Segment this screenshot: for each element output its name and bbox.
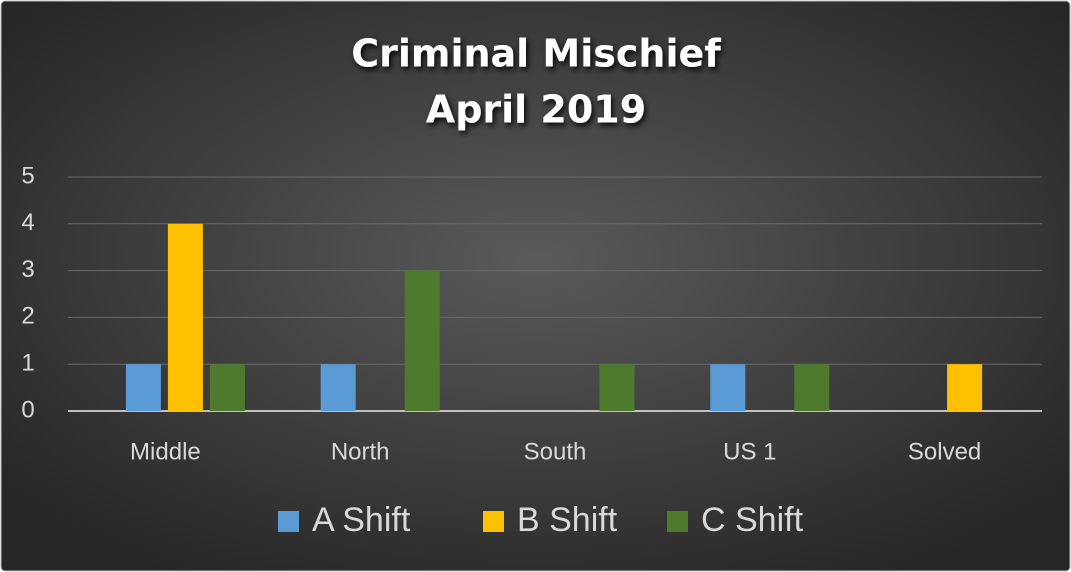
bar	[320, 364, 356, 411]
bar	[794, 364, 830, 411]
bar	[209, 364, 245, 411]
legend-swatch	[667, 511, 688, 532]
legend-swatch	[278, 511, 299, 532]
bar	[947, 364, 983, 411]
chart-subtitle: April 2019	[426, 88, 646, 132]
y-tick-label: 0	[21, 396, 34, 423]
bar	[710, 364, 746, 411]
x-tick-label: North	[331, 438, 390, 465]
chart-title: Criminal Mischief	[351, 32, 721, 76]
legend-label: C Shift	[701, 501, 804, 539]
bar	[167, 223, 203, 411]
legend-label: A Shift	[312, 501, 411, 539]
bar	[404, 270, 440, 411]
x-tick-label: Solved	[908, 438, 981, 465]
x-tick-label: US 1	[723, 438, 776, 465]
y-tick-label: 4	[21, 209, 34, 236]
legend-swatch	[483, 511, 504, 532]
bar	[599, 364, 635, 411]
x-tick-label: Middle	[130, 438, 201, 465]
y-tick-label: 1	[21, 350, 34, 377]
x-tick-label: South	[524, 438, 587, 465]
y-tick-label: 2	[21, 303, 34, 330]
bar	[125, 364, 161, 411]
legend-label: B Shift	[517, 501, 618, 539]
y-tick-label: 3	[21, 256, 34, 283]
y-tick-label: 5	[21, 162, 34, 189]
